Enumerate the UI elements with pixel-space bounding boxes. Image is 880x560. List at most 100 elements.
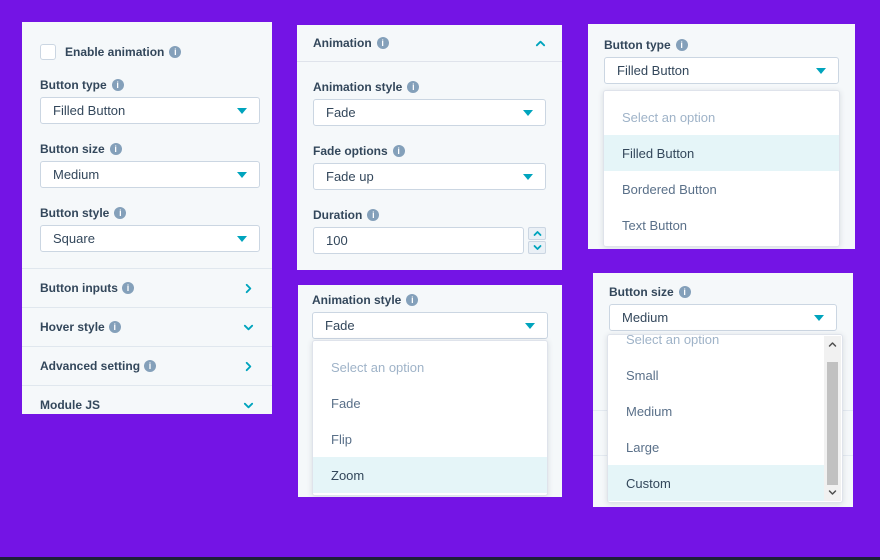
info-icon[interactable]: i	[376, 37, 389, 49]
enable-animation-label: Enable animation i	[65, 45, 182, 59]
panel-button-type-dropdown: Button type i Filled Button Select an op…	[588, 24, 855, 249]
button-type-label: Button type i	[40, 78, 260, 92]
bottom-edge	[0, 557, 880, 560]
button-size-value: Medium	[53, 167, 100, 182]
option-flip[interactable]: Flip	[331, 431, 352, 447]
info-icon[interactable]: i	[109, 143, 122, 155]
button-type-select[interactable]: Filled Button	[40, 97, 260, 124]
button-type-options-list: Select an option Filled Button Bordered …	[603, 90, 840, 247]
chevron-up-icon	[828, 342, 837, 347]
enable-animation-row: Enable animation i	[22, 22, 272, 60]
option-select-an-option[interactable]: Select an option	[626, 334, 720, 347]
button-style-select[interactable]: Square	[40, 225, 260, 252]
button-size-label: Button size i	[40, 142, 260, 156]
button-size-value: Medium	[622, 310, 669, 325]
duration-input[interactable]: 100	[313, 227, 524, 254]
enable-animation-label-text: Enable animation	[65, 45, 165, 59]
info-icon[interactable]: i	[121, 282, 134, 294]
scrollbar-thumb[interactable]	[827, 362, 838, 485]
info-icon[interactable]: i	[367, 209, 380, 221]
duration-field: Duration i 100	[313, 208, 546, 254]
animation-header-label: Animation	[313, 36, 372, 50]
info-icon[interactable]: i	[392, 145, 405, 157]
caret-down-icon	[525, 322, 535, 329]
button-style-value: Square	[53, 231, 95, 246]
chevron-up-icon	[533, 231, 541, 236]
duration-stepper	[528, 227, 546, 254]
stepper-down-button[interactable]	[528, 241, 546, 254]
button-size-label: Button size i	[609, 285, 837, 299]
accordion-hover-style[interactable]: Hover style i	[22, 307, 272, 346]
button-size-select[interactable]: Medium	[40, 161, 260, 188]
info-icon[interactable]: i	[678, 286, 691, 298]
caret-down-icon	[523, 173, 533, 180]
caret-down-icon	[523, 109, 533, 116]
fade-options-field: Fade options i Fade up	[313, 144, 546, 190]
button-type-field-open: Button type i Filled Button	[588, 24, 855, 84]
info-icon[interactable]: i	[144, 360, 157, 372]
accordion-module-js[interactable]: Module JS	[22, 385, 272, 424]
fade-options-select[interactable]: Fade up	[313, 163, 546, 190]
option-select-an-option[interactable]: Select an option	[331, 359, 425, 375]
info-icon[interactable]: i	[406, 294, 419, 306]
info-icon[interactable]: i	[111, 79, 124, 91]
animation-style-select[interactable]: Fade	[312, 312, 548, 339]
chevron-down-icon	[243, 324, 254, 330]
caret-down-icon	[237, 171, 247, 178]
panel-animation: Animation i Animation style i Fade Fade …	[297, 25, 562, 270]
info-icon[interactable]: i	[114, 207, 127, 219]
options-scroll-area: Select an option Small Medium Large Cust…	[608, 334, 825, 501]
button-size-select[interactable]: Medium	[609, 304, 837, 331]
chevron-up-icon	[535, 40, 546, 46]
stepper-up-button[interactable]	[528, 227, 546, 240]
chevron-down-icon	[533, 245, 541, 250]
info-icon[interactable]: i	[169, 46, 182, 58]
button-type-select[interactable]: Filled Button	[604, 57, 839, 84]
option-select-an-option[interactable]: Select an option	[622, 109, 716, 125]
animation-accordion-header[interactable]: Animation i	[297, 25, 562, 62]
option-fade[interactable]: Fade	[331, 395, 361, 411]
caret-down-icon	[814, 314, 824, 321]
duration-input-row: 100	[313, 227, 546, 254]
button-type-label: Button type i	[604, 38, 839, 52]
info-icon[interactable]: i	[675, 39, 688, 51]
scrollbar[interactable]	[824, 336, 841, 501]
info-icon[interactable]: i	[108, 321, 121, 333]
animation-style-label: Animation style i	[313, 80, 546, 94]
scrollbar-up-button[interactable]	[824, 336, 841, 353]
panel-button-settings: Enable animation i Button type i Filled …	[22, 22, 272, 414]
chevron-down-icon	[828, 490, 837, 495]
animation-panel-body: Animation style i Fade Fade options i Fa…	[297, 80, 562, 254]
option-large[interactable]: Large	[626, 439, 660, 455]
accordion-button-inputs[interactable]: Button inputs i	[22, 268, 272, 307]
button-size-options-list: Select an option Small Medium Large Cust…	[607, 334, 843, 503]
caret-down-icon	[816, 67, 826, 74]
animation-style-field-open: Animation style i Fade Select an option …	[298, 285, 562, 496]
accordion-advanced-setting[interactable]: Advanced setting i	[22, 346, 272, 385]
fade-options-value: Fade up	[326, 169, 374, 184]
animation-style-label: Animation style i	[312, 293, 548, 307]
button-style-field: Button style i Square	[40, 206, 260, 252]
option-text-button[interactable]: Text Button	[622, 217, 688, 233]
chevron-right-icon	[245, 283, 252, 293]
duration-value: 100	[326, 233, 348, 248]
button-type-value: Filled Button	[617, 63, 690, 78]
chevron-right-icon	[245, 361, 252, 371]
option-small[interactable]: Small	[626, 367, 659, 383]
option-medium[interactable]: Medium	[626, 403, 673, 419]
option-custom[interactable]: Custom	[608, 465, 825, 501]
enable-animation-checkbox[interactable]	[40, 44, 56, 60]
option-filled-button[interactable]: Filled Button	[604, 135, 839, 171]
animation-style-select[interactable]: Fade	[313, 99, 546, 126]
button-type-value: Filled Button	[53, 103, 126, 118]
animation-style-field: Animation style i Fade	[313, 80, 546, 126]
panel-button-size-dropdown: Button size i Medium Select an option Sm…	[593, 273, 853, 507]
animation-style-value: Fade	[325, 318, 355, 333]
option-bordered-button[interactable]: Bordered Button	[622, 181, 717, 197]
scrollbar-down-button[interactable]	[824, 484, 841, 501]
info-icon[interactable]: i	[407, 81, 420, 93]
option-zoom[interactable]: Zoom	[313, 457, 547, 493]
button-style-label: Button style i	[40, 206, 260, 220]
button-size-field: Button size i Medium	[40, 142, 260, 188]
chevron-down-icon	[243, 402, 254, 408]
